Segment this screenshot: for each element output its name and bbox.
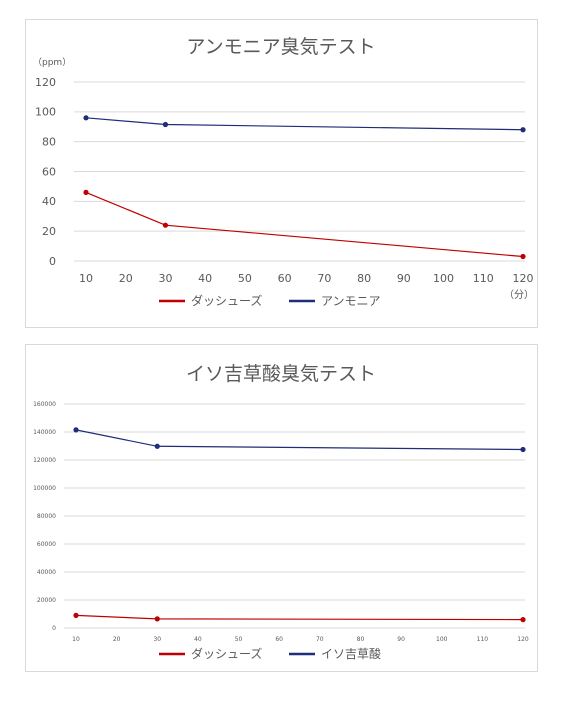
y-tick-label: 120	[35, 76, 56, 89]
series-line-0	[85, 191, 524, 258]
x-tick-label: 40	[194, 636, 202, 643]
x-tick-label: 100	[436, 636, 448, 643]
chart-isovaleric-svg: イソ吉草酸臭気テスト 0 20000 40000 60000 80000 100000 120…	[33, 363, 529, 661]
data-point	[83, 189, 89, 195]
y-tick-label: 140000	[33, 429, 56, 436]
x-tick-label: 80	[357, 272, 371, 285]
chart-isovaleric-panel: イソ吉草酸臭気テスト 0 20000 40000 60000 80000 100000 120…	[25, 344, 538, 672]
legend-entry: ダッシューズ	[191, 646, 262, 661]
x-tick-label: 70	[317, 272, 331, 285]
chart-title: アンモニア臭気テスト	[186, 36, 375, 58]
x-tick-label: 70	[316, 636, 324, 643]
x-tick-label: 80	[357, 636, 365, 643]
x-tick-label: 30	[153, 636, 161, 643]
x-tick-label: 60	[278, 272, 292, 285]
y-tick-label: 80000	[37, 513, 56, 520]
y-tick-label: 160000	[33, 401, 56, 408]
data-point	[162, 121, 169, 128]
x-tick-label: 20	[113, 636, 121, 643]
series-line-0	[75, 614, 524, 621]
data-point	[73, 427, 79, 433]
chart-ammonia-panel: アンモニア臭気テスト 0 20 40 60 80 100 120 10 20 30 40 50 60 70 8…	[25, 19, 538, 328]
x-tick-label: 110	[473, 272, 494, 285]
y-tick-label: 100	[35, 106, 56, 119]
y-tick-label: 40	[42, 195, 56, 208]
legend-entry: アンモニア	[321, 294, 381, 308]
x-tick-label: 50	[235, 636, 243, 643]
chart-ammonia-svg: アンモニア臭気テスト 0 20 40 60 80 100 120 10 20 30 40 50 60 70 8…	[33, 36, 534, 308]
data-point	[520, 617, 526, 623]
y-tick-label: 60	[42, 165, 56, 178]
x-tick-label: 90	[397, 272, 411, 285]
y-tick-label: 120000	[33, 457, 56, 464]
data-point	[154, 443, 160, 449]
series-line-1	[75, 429, 524, 451]
data-point	[520, 127, 526, 133]
y-tick-label: 20000	[37, 597, 56, 604]
legend-entry: ダッシューズ	[191, 293, 262, 308]
x-tick-label: 10	[72, 636, 80, 643]
y-tick-label: 0	[52, 625, 56, 632]
x-tick-label: 120	[517, 636, 529, 643]
y-tick-label: 40000	[37, 569, 56, 576]
x-tick-label: 40	[198, 272, 212, 285]
data-point	[73, 612, 79, 618]
y-tick-label: 60000	[37, 541, 56, 548]
x-tick-label: 30	[158, 272, 172, 285]
data-point	[162, 222, 169, 228]
legend-entry: イソ吉草酸	[321, 646, 381, 661]
x-tick-label: 10	[79, 272, 93, 285]
x-tick-label: 120	[513, 272, 534, 285]
y-tick-label: 0	[49, 255, 56, 268]
data-point	[520, 446, 526, 453]
series-line-1	[85, 117, 524, 131]
x-tick-label: 60	[275, 636, 283, 643]
y-tick-label: 20	[42, 225, 56, 238]
data-point	[520, 253, 526, 260]
x-tick-label: 100	[433, 272, 454, 285]
chart-title: イソ吉草酸臭気テスト	[186, 363, 376, 385]
x-axis-label: （分）	[504, 289, 534, 301]
x-tick-label: 110	[477, 636, 489, 643]
x-tick-label: 20	[119, 272, 133, 285]
y-axis-label: （ppm）	[33, 57, 71, 68]
y-tick-label: 80	[42, 136, 56, 149]
x-tick-label: 90	[397, 636, 405, 643]
data-point	[83, 115, 89, 121]
y-tick-label: 100000	[33, 485, 56, 492]
x-tick-label: 50	[238, 272, 252, 285]
data-point	[154, 616, 160, 622]
